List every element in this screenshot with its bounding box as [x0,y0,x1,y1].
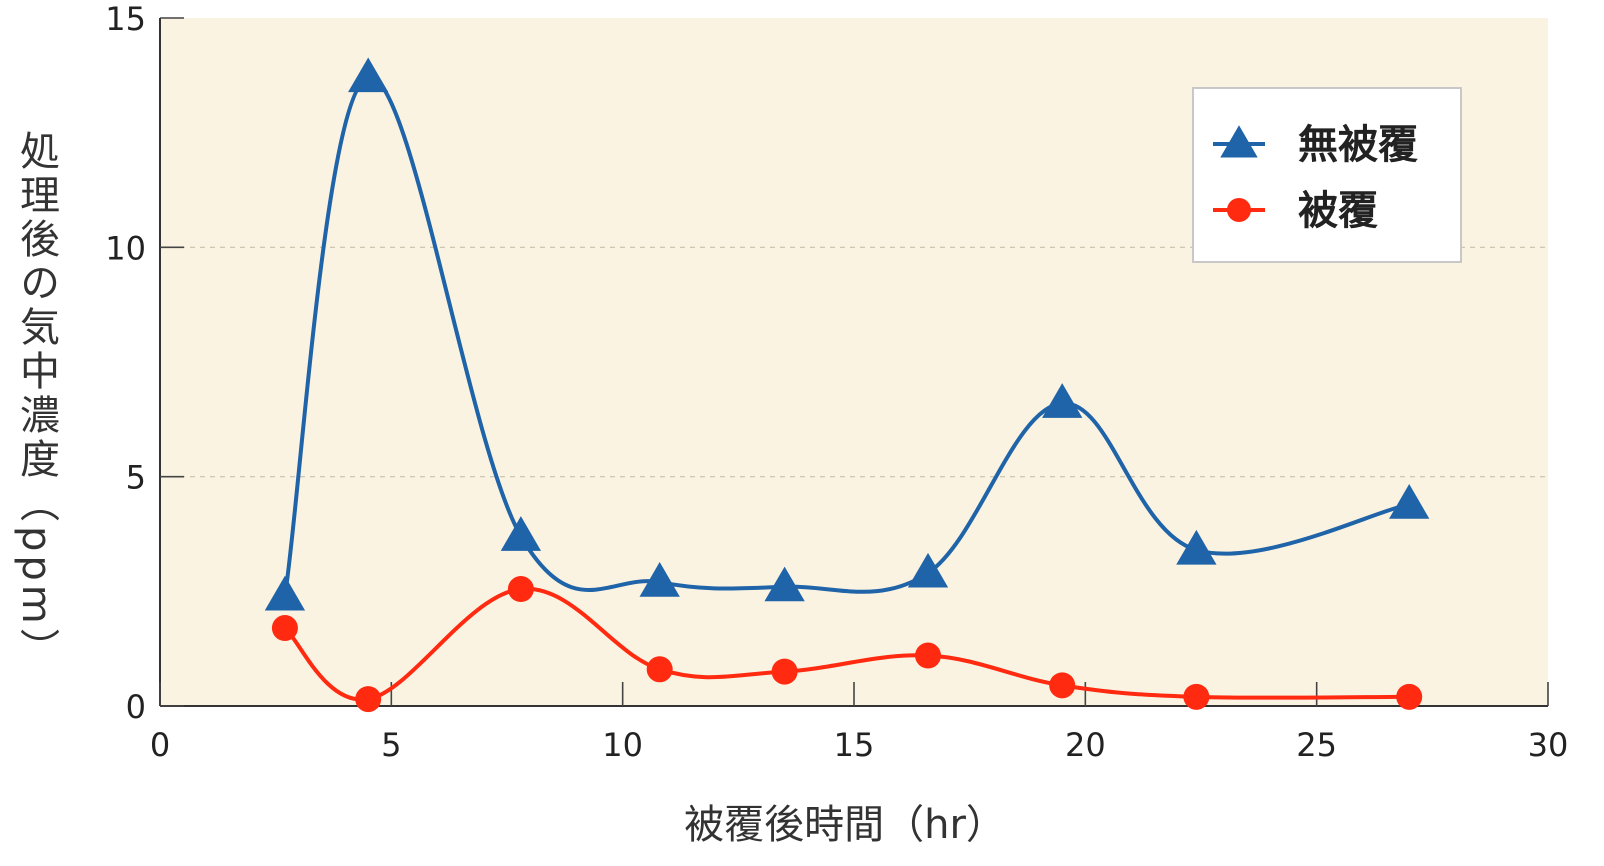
data-point-triangle [1042,383,1083,418]
data-point-circle [1049,672,1076,699]
axes: 0 5 10 15 20 25 30 0 5 10 15 [105,0,1568,764]
legend-label: 被覆 [1298,188,1378,234]
data-point-circle [771,658,798,685]
y-tick-label: 0 [126,688,146,726]
x-tick-label: 25 [1296,726,1337,764]
x-tick-label: 0 [150,726,170,764]
data-point-circle [646,656,673,683]
x-tick-label: 30 [1528,726,1569,764]
legend-marker-circle [1227,198,1251,222]
x-tick-label: 5 [381,726,401,764]
gridlines [160,246,1548,478]
legend-entry: 無被覆 [1213,122,1418,168]
data-point-circle [915,642,942,669]
y-tick-label: 15 [105,0,146,38]
y-tick-label: 10 [105,229,146,267]
legend-entry: 被覆 [1213,188,1378,234]
y-tick-label: 5 [126,459,146,497]
data-point-triangle [907,552,949,588]
x-tick-label: 15 [834,726,875,764]
data-point-triangle [348,57,389,93]
y-axis-title: 処理後の気中濃度（ppm） [13,130,60,672]
data-point-triangle [764,566,805,602]
data-point-circle [1183,683,1210,710]
data-point-triangle [1176,529,1217,565]
data-point-triangle [639,562,680,597]
series-layer [264,57,1430,713]
data-point-triangle [1389,484,1430,519]
data-point-triangle [264,575,306,611]
data-point-triangle [500,516,542,551]
x-tick-label: 10 [602,726,643,764]
x-tick-label: 20 [1065,726,1106,764]
y-axis-title-text: 処理後の気中濃度（ppm） [13,130,60,672]
legend-label: 無被覆 [1298,122,1418,168]
x-axis-title: 被覆後時間（hr） [684,802,1006,848]
data-point-circle [1396,683,1423,710]
data-point-circle [355,686,382,713]
legend-box [1192,87,1462,263]
series-0 [264,57,1430,611]
series-1 [271,576,1423,713]
data-point-circle [507,576,534,603]
legend-marker-triangle [1220,125,1258,158]
data-point-circle [271,615,298,642]
